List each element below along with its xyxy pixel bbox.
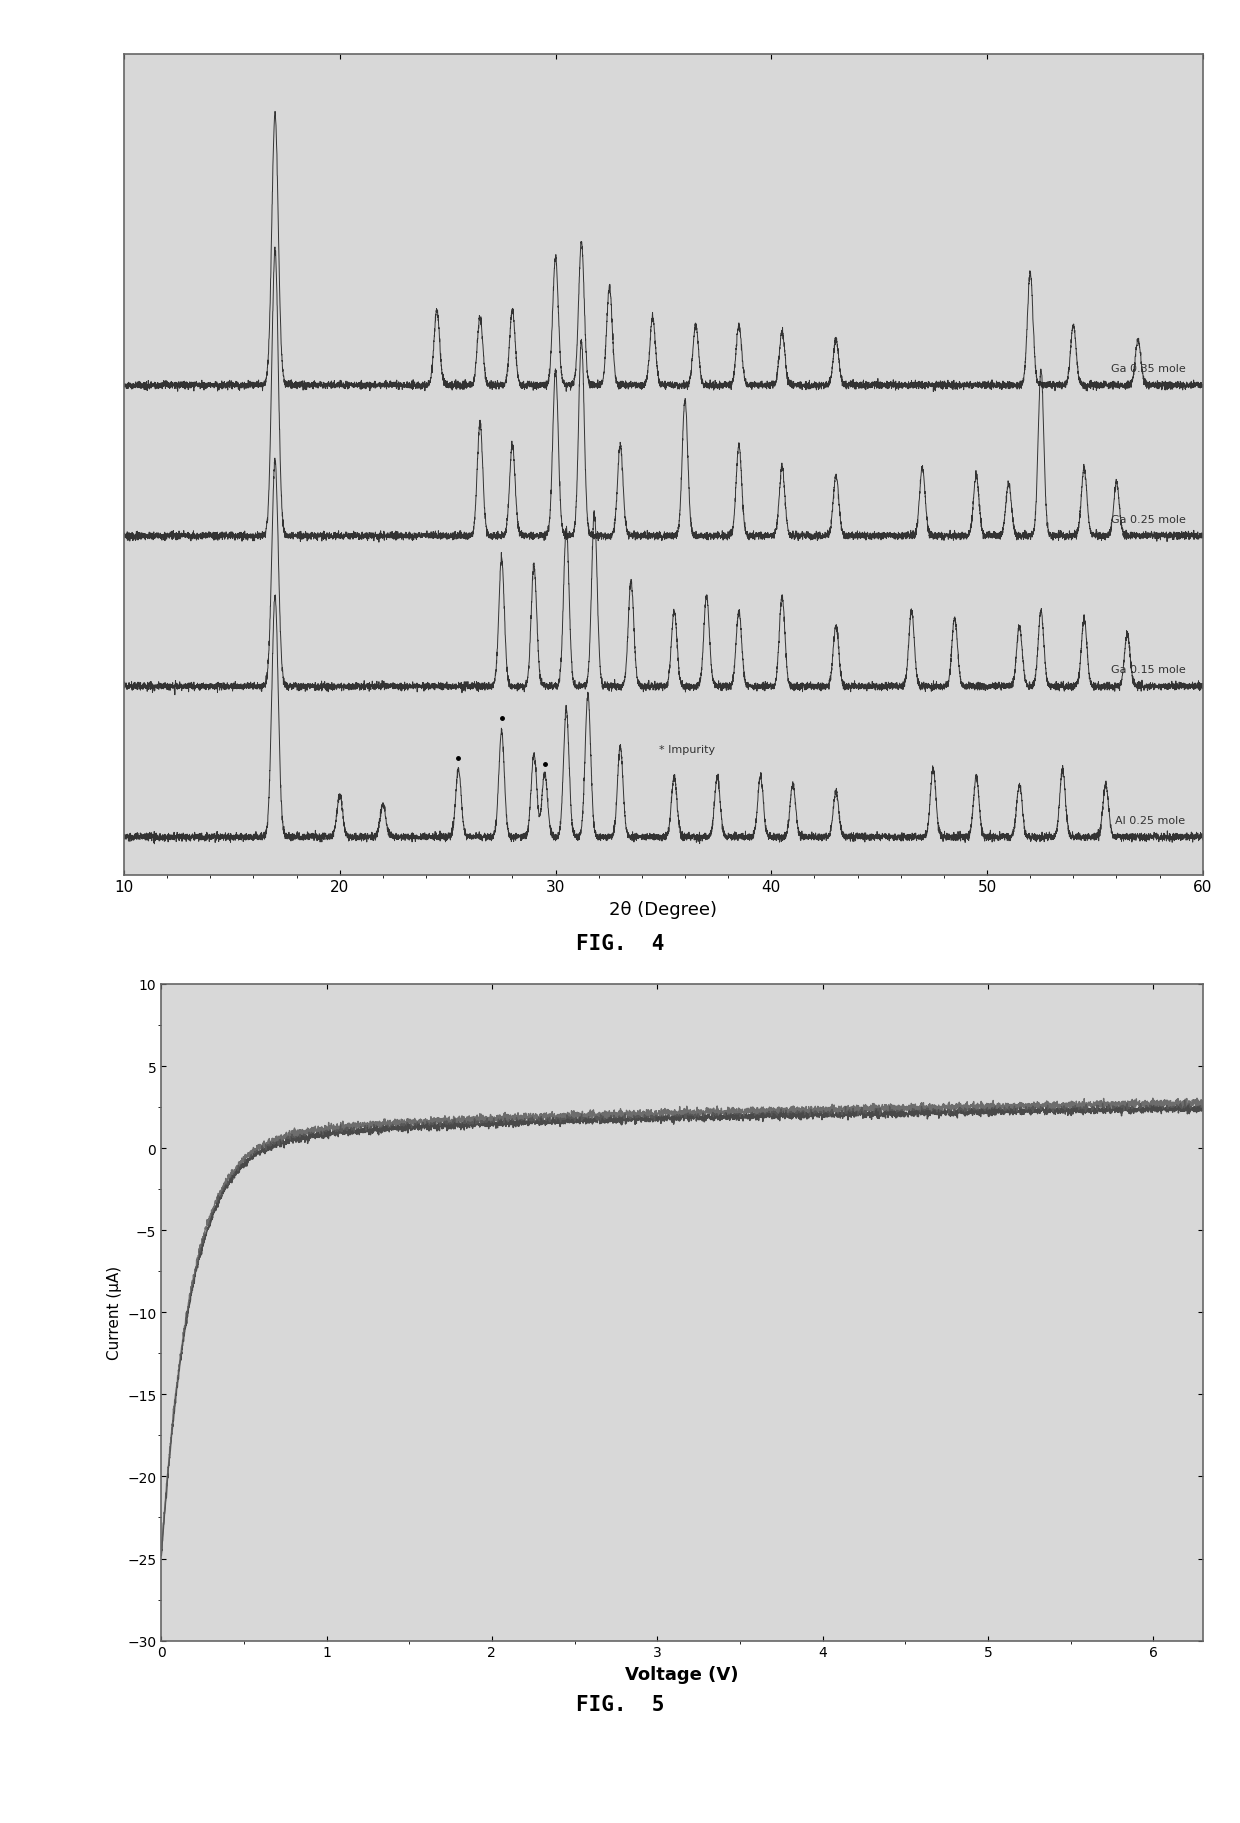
Text: * Impurity: * Impurity	[660, 744, 715, 755]
Text: FIG.  5: FIG. 5	[575, 1695, 665, 1714]
Text: FIG.  4: FIG. 4	[575, 933, 665, 953]
X-axis label: Voltage (V): Voltage (V)	[625, 1664, 739, 1683]
Text: Ga 0.35 mole: Ga 0.35 mole	[1111, 365, 1185, 374]
Text: Al 0.25 mole: Al 0.25 mole	[1116, 815, 1185, 826]
Y-axis label: Current (μA): Current (μA)	[107, 1265, 122, 1360]
Text: Ga 0.15 mole: Ga 0.15 mole	[1111, 665, 1185, 675]
X-axis label: 2θ (Degree): 2θ (Degree)	[609, 901, 718, 919]
Text: Ga 0.25 mole: Ga 0.25 mole	[1111, 514, 1185, 525]
